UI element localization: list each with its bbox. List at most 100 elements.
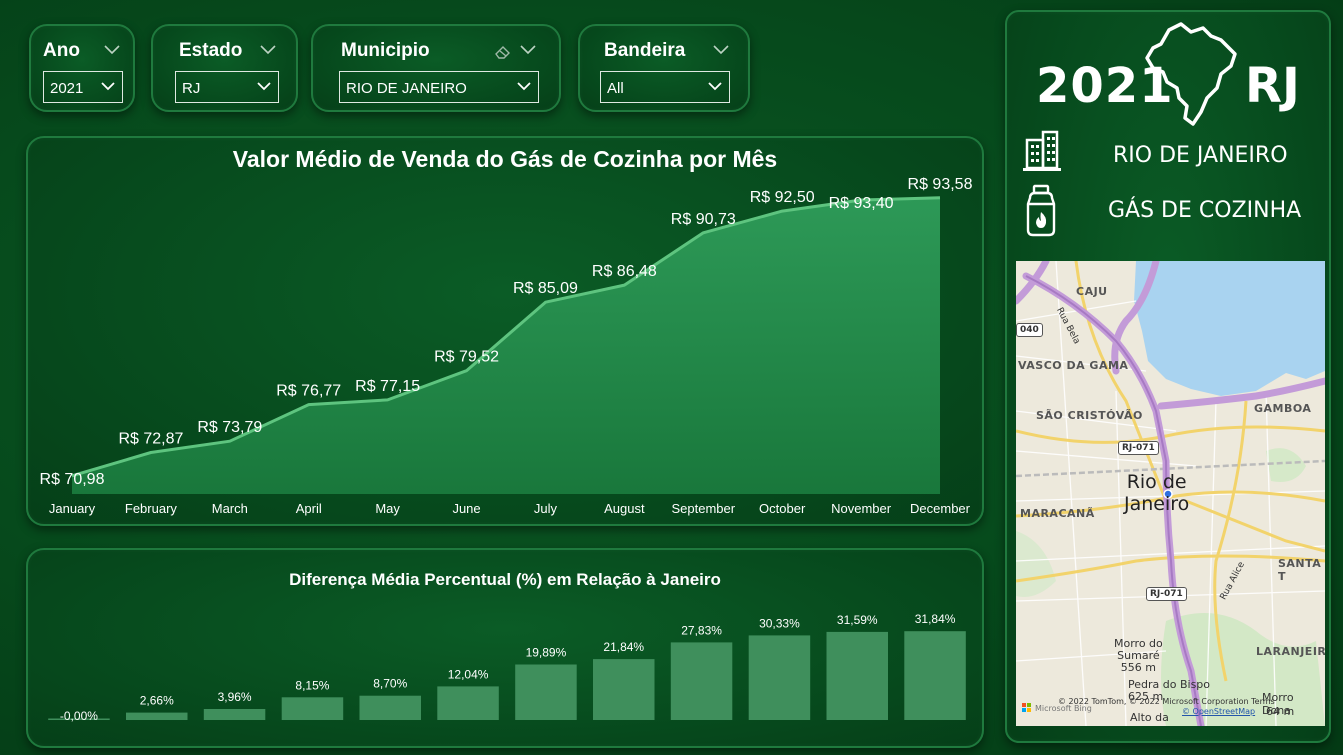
data-label: R$ 90,73 (671, 211, 736, 228)
bar-chart-panel: Diferença Média Percentual (%) em Relaçã… (26, 548, 984, 748)
chevron-down-icon (101, 82, 115, 91)
data-label: R$ 73,79 (197, 419, 262, 436)
estado-dropdown-value: RJ (182, 80, 201, 97)
chevron-down-icon (517, 82, 531, 91)
chevron-down-icon (257, 82, 271, 91)
data-label: R$ 93,58 (908, 176, 973, 193)
map-label-santa-t: SANTA T (1278, 557, 1322, 583)
bar-data-label: 21,84% (603, 640, 644, 654)
map-shield-rj071-a: RJ-071 (1118, 441, 1159, 455)
slicer-estado: Estado RJ (151, 24, 298, 112)
x-tick-label: November (831, 501, 892, 516)
x-tick-label: January (49, 501, 96, 516)
data-label: R$ 72,87 (118, 431, 183, 448)
bar-data-label: 12,04% (448, 667, 489, 681)
data-label: R$ 77,15 (355, 378, 420, 395)
bar-data-label: 19,89% (526, 646, 567, 660)
x-tick-label: May (375, 501, 400, 516)
slicer-municipio: Municipio RIO DE JANEIRO (311, 24, 561, 112)
summary-year: 2021 (1036, 58, 1174, 114)
data-label: R$ 86,48 (592, 263, 657, 280)
bar-data-label: 3,96% (218, 690, 252, 704)
bar (593, 659, 655, 720)
ano-dropdown[interactable]: 2021 (43, 71, 123, 103)
map-label-sao-cristovao: SÃO CRISTÓVÃO (1036, 409, 1143, 422)
eraser-icon[interactable] (493, 42, 513, 60)
line-chart-panel: Valor Médio de Venda do Gás de Cozinha p… (26, 136, 984, 526)
slicer-estado-title: Estado (179, 40, 243, 61)
bar (437, 686, 499, 720)
estado-dropdown[interactable]: RJ (175, 71, 279, 103)
municipio-dropdown-value: RIO DE JANEIRO (346, 80, 467, 97)
map[interactable]: CAJU VASCO DA GAMA SÃO CRISTÓVÃO GAMBOA … (1016, 261, 1325, 726)
data-label: R$ 85,09 (513, 280, 578, 297)
map-openstreetmap-link[interactable]: © OpenStreetMap (1182, 707, 1256, 716)
summary-city: RIO DE JANEIRO (1113, 143, 1288, 168)
bandeira-dropdown-value: All (607, 80, 624, 97)
bar (826, 631, 888, 720)
x-tick-label: October (759, 501, 806, 516)
slicer-municipio-title: Municipio (341, 40, 430, 61)
bar-data-label: 27,83% (681, 623, 722, 637)
bar (203, 709, 266, 720)
map-label-vasco-da-gama: VASCO DA GAMA (1018, 359, 1129, 372)
ano-dropdown-value: 2021 (50, 80, 84, 97)
x-tick-label: February (125, 501, 178, 516)
map-place-64m: 64 m (1266, 705, 1295, 718)
map-label-caju: CAJU (1076, 285, 1108, 298)
slicer-ano: Ano 2021 (29, 24, 135, 112)
brazil-map-icon (1145, 22, 1237, 126)
chevron-down-icon[interactable] (519, 42, 537, 56)
slicer-bandeira: Bandeira All (578, 24, 750, 112)
slicer-ano-title: Ano (43, 40, 80, 61)
x-tick-label: December (910, 501, 971, 516)
chevron-down-icon[interactable] (259, 42, 277, 56)
map-place-alto-da: Alto da (1130, 711, 1169, 724)
building-icon (1023, 130, 1061, 171)
area-fill (72, 197, 940, 495)
x-tick-label: September (671, 501, 735, 516)
map-shield-rj071-b: RJ-071 (1146, 587, 1187, 601)
x-tick-label: August (604, 501, 645, 516)
map-label-gamboa: GAMBOA (1254, 402, 1312, 415)
municipio-dropdown[interactable]: RIO DE JANEIRO (339, 71, 539, 103)
slicer-bandeira-title: Bandeira (604, 40, 686, 61)
chevron-down-icon (708, 82, 722, 91)
map-credits: © 2022 TomTom, © 2022 Microsoft Corporat… (1058, 697, 1275, 706)
x-tick-label: June (452, 501, 480, 516)
bar (904, 631, 966, 720)
data-label: R$ 76,77 (276, 383, 341, 400)
line-chart: R$ 70,98 January R$ 72,87 February R$ 73,79 M… (40, 176, 973, 516)
map-label-laranjeiras: LARANJEIR (1256, 645, 1325, 658)
bandeira-dropdown[interactable]: All (600, 71, 730, 103)
bar-data-label: -0,00% (60, 709, 98, 723)
map-place-morro-sumare: Morro do Sumaré 556 m (1114, 637, 1163, 674)
bar (515, 664, 577, 720)
bar-data-label: 2,66% (140, 694, 174, 708)
data-label: R$ 70,98 (40, 471, 105, 488)
chevron-down-icon[interactable] (712, 42, 730, 56)
map-place-morro-dona: Morro Dona (1262, 691, 1294, 717)
summary-state: RJ (1245, 58, 1300, 114)
bar-data-label: 30,33% (759, 616, 800, 630)
bar (748, 635, 811, 720)
summary-panel: 2021 RJ RIO DE JANEIRO GÁS DE COZINHA (1005, 10, 1331, 743)
data-label: R$ 79,52 (434, 349, 499, 366)
bar-data-label: 8,70% (373, 677, 407, 691)
line-chart-title: Valor Médio de Venda do Gás de Cozinha p… (232, 146, 778, 172)
x-tick-label: July (534, 501, 558, 516)
bar-data-label: 31,84% (915, 612, 956, 626)
map-shield-040: 040 (1016, 323, 1043, 337)
map-bing-logo: Microsoft Bing (1035, 704, 1092, 713)
bar (359, 695, 421, 720)
bar (48, 718, 110, 720)
bar-data-label: 31,59% (837, 613, 878, 627)
map-city-label: Rio de Janeiro (1124, 471, 1190, 515)
bar-chart: -0,00% 2,66% 3,96% 8,15% 8,70% 12,04% 19,89% 21… (48, 612, 966, 723)
gas-cylinder-icon (1026, 184, 1056, 237)
chevron-down-icon[interactable] (103, 42, 121, 56)
data-label: R$ 92,50 (750, 189, 815, 206)
map-place-pedra-bispo: Pedra do Bispo 625 m (1128, 678, 1211, 703)
map-base (1016, 261, 1325, 726)
x-tick-label: March (212, 501, 248, 516)
